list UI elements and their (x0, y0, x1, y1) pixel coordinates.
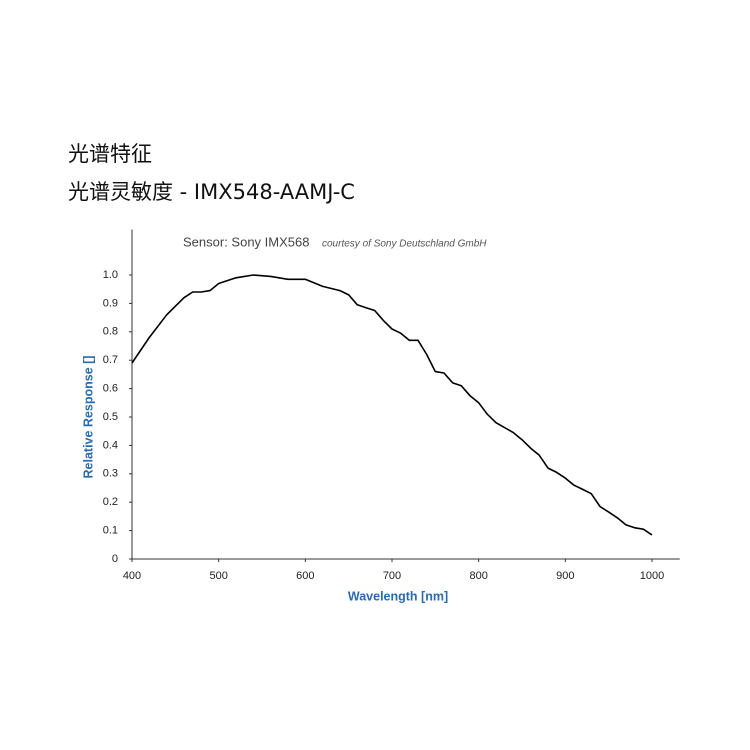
y-tick-label: 0.1 (103, 525, 118, 537)
y-tick-label: 0 (112, 553, 118, 565)
x-tick-label: 500 (209, 570, 227, 582)
page-title: 光谱特征 (68, 142, 152, 166)
y-tick-label: 0.5 (103, 411, 118, 423)
y-tick-label: 0.8 (103, 326, 118, 338)
x-tick-label: 900 (556, 570, 574, 582)
chart-subtitle: courtesy of Sony Deutschland GmbH (322, 239, 487, 250)
y-tick-label: 1.0 (103, 269, 118, 281)
y-tick-label: 0.2 (103, 496, 118, 508)
y-tick-label: 0.7 (103, 354, 118, 366)
y-tick-label: 0.3 (103, 468, 118, 480)
x-tick-label: 700 (383, 570, 401, 582)
response-line (131, 274, 653, 536)
y-tick-label: 0.9 (103, 297, 118, 309)
x-axis-label: Wavelength [nm] (348, 589, 448, 603)
x-tick-label: 400 (123, 570, 141, 582)
page-subtitle: 光谱灵敏度 - IMX548-AAMJ-C (68, 180, 355, 204)
y-tick-label: 0.4 (103, 439, 118, 451)
x-tick-label: 800 (469, 570, 487, 582)
y-axis-label: Relative Response [] (81, 356, 95, 479)
x-tick-label: 600 (296, 570, 314, 582)
y-tick-label: 0.6 (103, 383, 118, 395)
chart-title: Sensor: Sony IMX568 (183, 234, 309, 249)
x-tick-label: 1000 (640, 570, 664, 582)
